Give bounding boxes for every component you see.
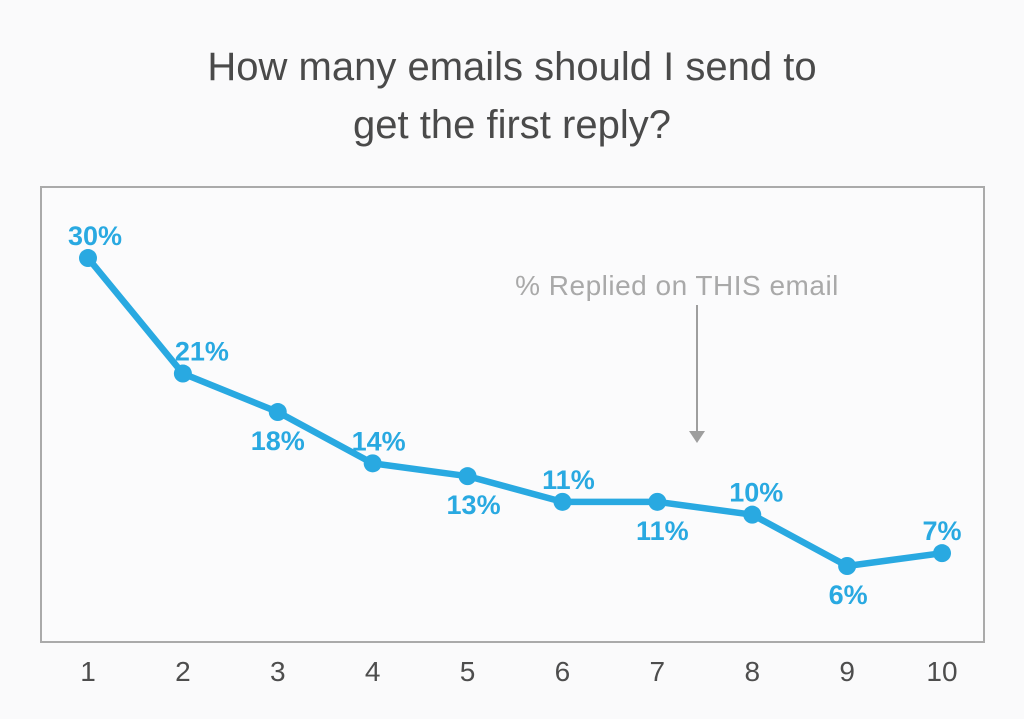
x-axis-tick-label: 8 [744,656,760,687]
plot-area [40,186,985,643]
x-axis-tick-label: 1 [80,656,96,687]
x-axis-tick-label: 7 [650,656,666,687]
x-axis-tick-label: 6 [555,656,571,687]
chart-title-line-2: get the first reply? [353,103,671,147]
x-axis-tick-label: 10 [926,656,957,687]
chart-title: How many emails should I send to get the… [0,38,1024,154]
x-axis-tick-label: 4 [365,656,381,687]
x-axis-tick-label: 3 [270,656,286,687]
x-axis-tick-label: 2 [175,656,191,687]
x-axis-tick-label: 9 [839,656,855,687]
x-axis-tick-label: 5 [460,656,476,687]
chart-title-line-1: How many emails should I send to [207,45,817,89]
